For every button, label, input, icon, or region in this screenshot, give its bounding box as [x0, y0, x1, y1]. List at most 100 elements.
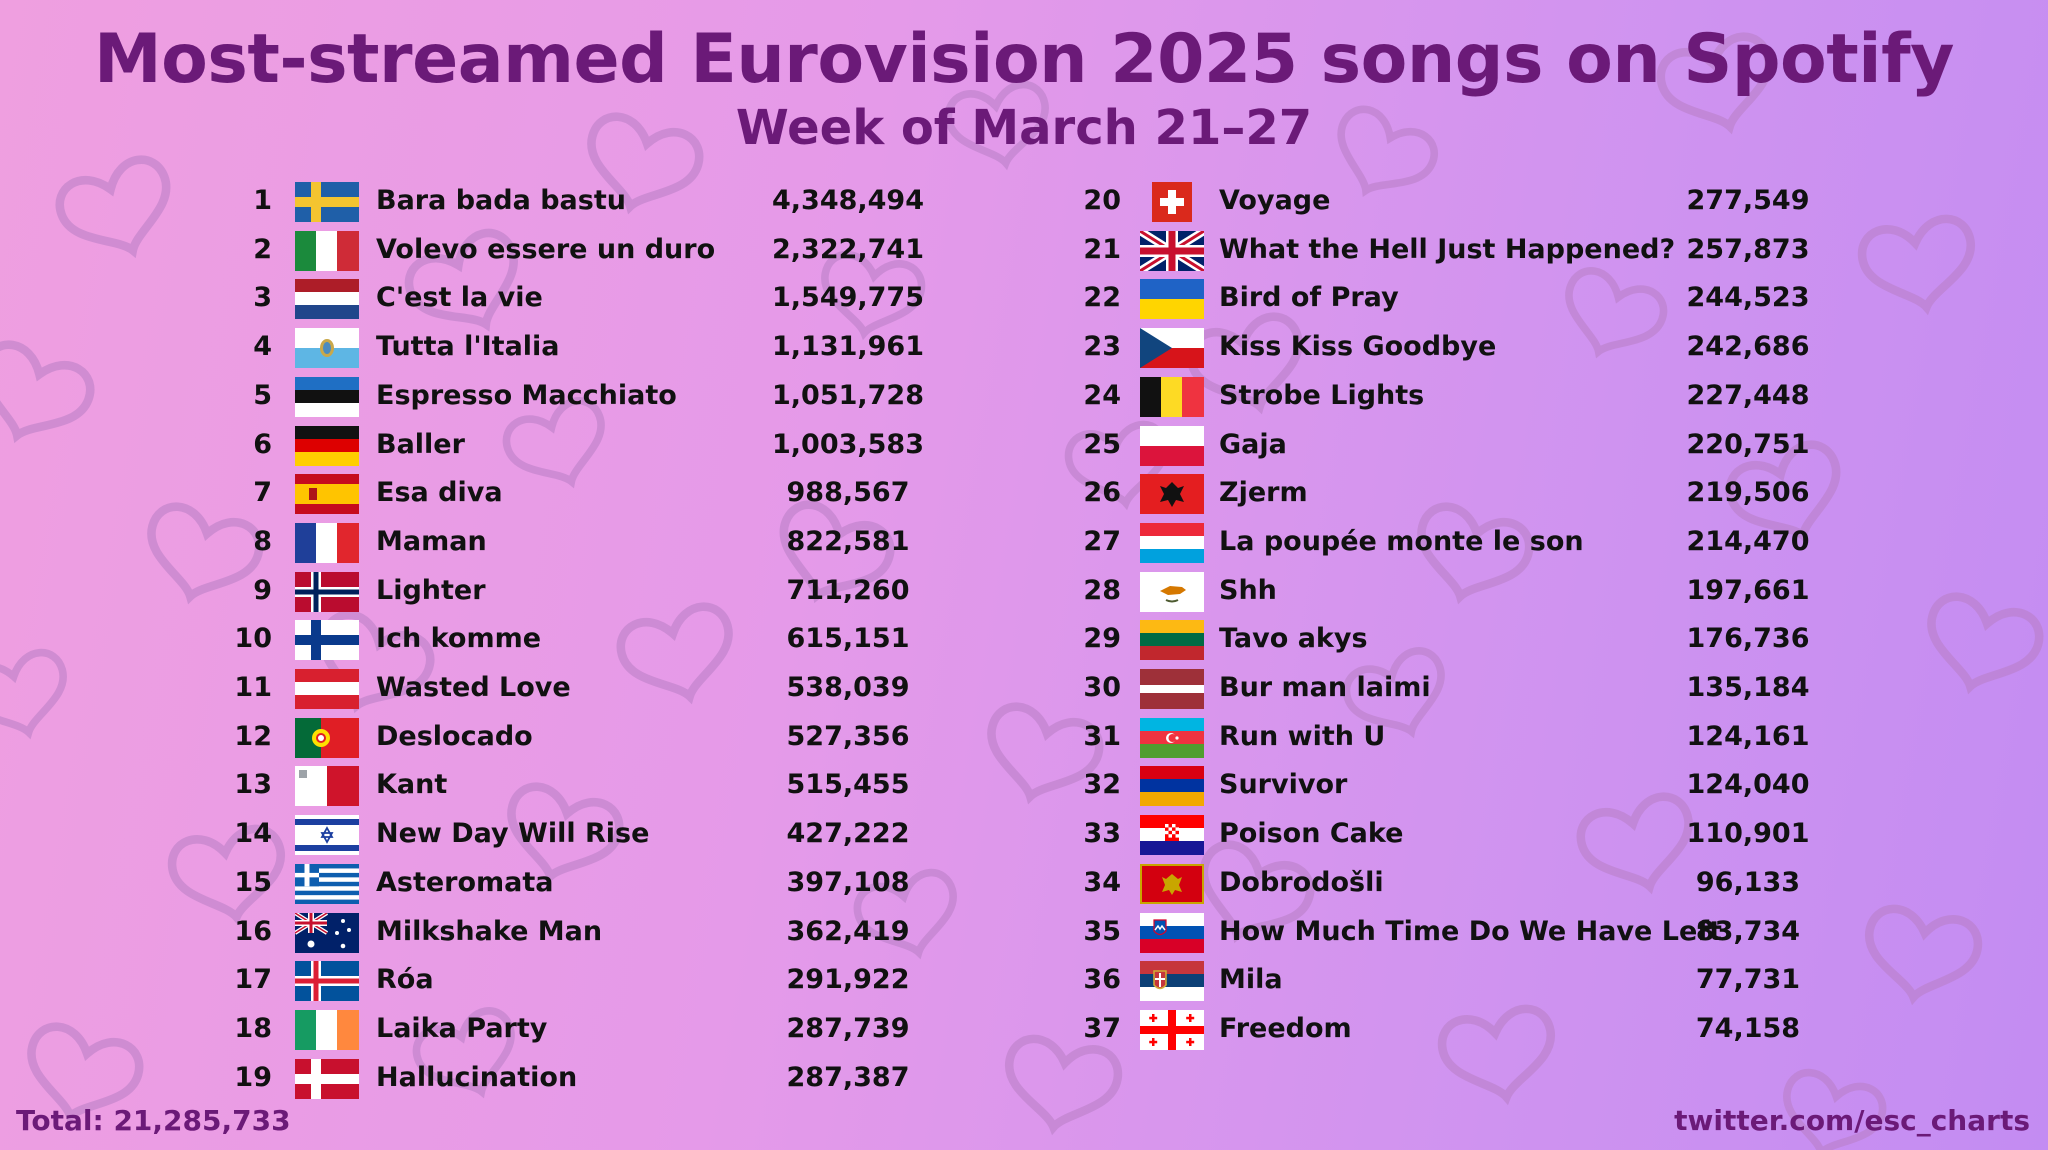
heart-decoration	[0, 340, 95, 444]
song-title: Róa	[376, 964, 434, 996]
australia-flag-icon	[295, 912, 359, 953]
poland-flag-icon	[1140, 425, 1204, 466]
stream-count: 538,039	[786, 672, 910, 703]
ranking-row: 4 Tutta l'Italia 1,131,961	[0, 325, 2048, 369]
song-title: Gaja	[1219, 428, 1287, 460]
rank-number: 4	[253, 331, 272, 363]
ranking-row: 31 Run with U 124,161	[0, 715, 2048, 759]
heart-decoration	[853, 868, 957, 960]
stream-count: 242,686	[1686, 331, 1810, 363]
ranking-row: 27 La poupée monte le son 214,470	[0, 520, 2048, 564]
heart-decoration	[1576, 792, 1693, 895]
stream-count: 257,873	[1686, 233, 1810, 265]
stream-count: 96,133	[1695, 866, 1801, 898]
ranking-row: 11 Wasted Love 538,039	[0, 666, 2048, 710]
stream-count: 74,158	[1695, 1012, 1801, 1044]
azerbaijan-flag-icon	[1140, 717, 1204, 758]
stream-count: 244,523	[1686, 282, 1810, 314]
heart-decoration	[1656, 32, 1773, 135]
song-title: Espresso Macchiato	[376, 379, 677, 411]
armenia-flag-icon	[1140, 766, 1204, 807]
lithuania-flag-icon	[1140, 620, 1204, 661]
ranking-row: 2 Volevo essere un duro 2,322,741	[0, 228, 2048, 272]
heart-decoration	[1417, 502, 1534, 605]
ranking-row: 3 C'est la vie 1,549,775	[0, 276, 2048, 320]
song-title: Hallucination	[376, 1061, 578, 1093]
song-title: Kiss Kiss Goodbye	[1219, 331, 1497, 363]
finland-flag-icon	[295, 620, 359, 661]
ranking-row: 32 Survivor 124,040	[0, 763, 2048, 807]
stream-count: 176,736	[1686, 623, 1810, 655]
ranking-row: 8 Maman 822,581	[0, 520, 2048, 564]
song-title: La poupée monte le son	[1219, 525, 1584, 557]
stream-count: 427,222	[786, 818, 910, 850]
stream-count: 227,448	[1686, 379, 1810, 411]
source-credit: twitter.com/esc_charts	[1674, 1104, 2030, 1137]
song-title: Kant	[376, 769, 448, 801]
stream-count: 219,506	[1686, 477, 1810, 509]
norway-flag-icon	[295, 571, 359, 612]
rank-number: 11	[234, 672, 272, 703]
stream-count: 711,260	[786, 574, 910, 606]
stream-count: 822,581	[786, 525, 910, 557]
rank-number: 24	[1083, 379, 1121, 411]
song-title: Asteromata	[376, 866, 554, 898]
ranking-row: 21 What the Hell Just Happened? 257,873	[0, 228, 2048, 272]
ranking-row: 14 New Day Will Rise 427,222	[0, 812, 2048, 856]
rank-number: 1	[253, 185, 272, 216]
rank-number: 19	[234, 1061, 272, 1093]
rank-number: 3	[253, 282, 272, 314]
stream-count: 1,131,961	[771, 331, 925, 363]
ranking-row: 6 Baller 1,003,583	[0, 423, 2048, 467]
spain-flag-icon	[295, 474, 359, 515]
rank-number: 16	[234, 915, 272, 947]
song-title: Tutta l'Italia	[376, 331, 560, 363]
heart-decoration	[1725, 440, 1841, 544]
stream-count: 287,739	[786, 1012, 910, 1044]
stream-count: 527,356	[786, 720, 910, 752]
song-title: Maman	[376, 525, 487, 557]
belgium-flag-icon	[1140, 376, 1204, 417]
heart-decoration	[1186, 312, 1303, 415]
rank-number: 27	[1083, 525, 1121, 557]
rank-number: 18	[234, 1012, 272, 1044]
cyprus-flag-icon	[1140, 571, 1204, 612]
stream-count: 287,387	[786, 1061, 910, 1093]
ranking-row: 29 Tavo akys 176,736	[0, 617, 2048, 661]
ranking-row: 24 Strobe Lights 227,448	[0, 374, 2048, 418]
stream-count: 515,455	[786, 769, 910, 801]
ranking-row: 28 Shh 197,661	[0, 569, 2048, 613]
song-title: New Day Will Rise	[376, 818, 650, 850]
ranking-row: 26 Zjerm 219,506	[0, 471, 2048, 515]
albania-flag-icon	[1140, 474, 1204, 515]
slovenia-flag-icon	[1140, 912, 1204, 953]
heart-decoration	[779, 500, 895, 604]
heart-decoration	[1337, 105, 1438, 197]
stream-count: 83,734	[1695, 915, 1801, 947]
stream-count: 124,040	[1686, 769, 1810, 801]
heart-decoration	[404, 228, 518, 332]
song-title: Zjerm	[1219, 477, 1308, 509]
stream-count: 2,322,741	[771, 233, 925, 265]
ranking-row: 18 Laika Party 287,739	[0, 1007, 2048, 1051]
ranking-row: 23 Kiss Kiss Goodbye 242,686	[0, 325, 2048, 369]
malta-flag-icon	[295, 766, 359, 807]
ranking-row: 5 Espresso Macchiato 1,051,728	[0, 374, 2048, 418]
song-title: Shh	[1219, 574, 1277, 606]
ranking-row: 15 Asteromata 397,108	[0, 861, 2048, 905]
stream-count: 1,051,728	[771, 379, 925, 411]
page-title: Most-streamed Eurovision 2025 songs on S…	[93, 20, 1955, 99]
stream-count: 4,348,494	[771, 185, 925, 216]
stream-count: 988,567	[786, 477, 910, 509]
france-flag-icon	[295, 522, 359, 563]
rank-number: 29	[1083, 623, 1121, 655]
czechia-flag-icon	[1140, 328, 1204, 369]
rank-number: 10	[234, 623, 272, 655]
song-title: Wasted Love	[376, 672, 571, 703]
stream-count: 1,003,583	[771, 428, 925, 460]
song-title: Poison Cake	[1219, 818, 1404, 850]
stream-count: 135,184	[1686, 672, 1810, 703]
montenegro-flag-icon	[1140, 863, 1204, 904]
heart-decoration	[1005, 1034, 1123, 1136]
estonia-flag-icon	[295, 376, 359, 417]
